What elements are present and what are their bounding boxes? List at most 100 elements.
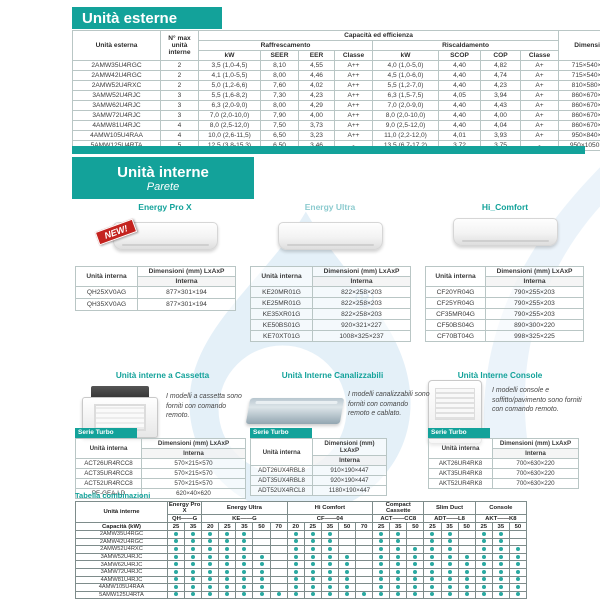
compatibility-dot	[310, 577, 315, 582]
indoor-unit-row: ADT35UX4RBL8 920×190×447	[250, 475, 387, 486]
combo-cell	[389, 537, 408, 547]
unit-model-cell: ADT52UX4RCL8	[250, 485, 313, 496]
compatibility-dot	[396, 577, 401, 582]
table-cell: 7,60	[260, 80, 299, 91]
combo-cell	[166, 530, 186, 539]
combo-group-name: Hi Comfort	[286, 501, 374, 515]
table-cell: 4,43	[480, 100, 521, 111]
combo-cell	[406, 530, 425, 539]
table-cell: 4AMW105U4RAA	[72, 130, 161, 141]
unit-dimensions-cell: 790×255×203	[485, 286, 584, 298]
table-cell: 2	[160, 70, 199, 81]
combo-cell	[303, 545, 322, 554]
compatibility-dot	[396, 569, 401, 574]
col-header-dimensions: Dimensioni	[558, 30, 600, 61]
compatibility-dot	[327, 531, 332, 536]
combo-cell	[389, 545, 408, 554]
compatibility-dot	[464, 562, 469, 567]
external-table-header: Unità esterna N° max unità interne Capac…	[72, 30, 600, 61]
unit-model-cell: KE20MR01G	[250, 286, 313, 298]
combo-cell	[252, 567, 271, 577]
combo-cell	[474, 552, 493, 562]
combo-group-code: KE——G	[201, 514, 288, 523]
combo-row: 4AMW81U4RJC	[75, 575, 528, 585]
combo-cell	[166, 545, 186, 554]
table-cell: 4,40	[438, 120, 481, 131]
compatibility-dot	[293, 569, 298, 574]
combo-group-name: Console	[474, 501, 528, 515]
combo-cell	[423, 575, 442, 585]
table-cell: 6,50	[260, 130, 299, 141]
compatibility-dot	[191, 539, 196, 544]
indoor-unit-row: KE25MR01G 822×258×203	[250, 297, 411, 309]
console-description: I modelli console e soffitto/pavimento s…	[492, 387, 582, 414]
combo-group-name: Energy Ultra	[201, 501, 288, 515]
unit-dimensions-cell: 920×190×447	[312, 475, 387, 486]
indoor-unit-row: CF25YR04G 790×255×203	[425, 297, 584, 309]
unit-dimensions-cell: 877×301×194	[137, 286, 236, 299]
console-vents	[435, 388, 475, 420]
compatibility-dot	[379, 554, 384, 559]
combo-cell	[235, 530, 254, 539]
compatibility-dot	[430, 546, 435, 551]
combo-cell	[286, 537, 305, 547]
combo-cell	[440, 530, 459, 539]
unit-dimensions-cell: 822×258×203	[312, 297, 411, 309]
combo-cell	[508, 537, 528, 547]
combo-cell	[508, 575, 528, 585]
serie-turbo-banner: Serie Turbo	[75, 428, 137, 438]
compatibility-dot	[447, 584, 452, 589]
combo-cell	[457, 575, 476, 585]
combo-cell	[286, 552, 305, 562]
compatibility-dot	[208, 546, 213, 551]
combo-cell	[508, 560, 528, 569]
console-table: Unità interna Dimensioni (mm) LxAxP Inte…	[428, 438, 579, 489]
col-header-unit: Unità interna	[250, 438, 313, 466]
compatibility-dot	[242, 584, 247, 589]
combo-cell	[286, 567, 305, 577]
compatibility-dot	[259, 577, 264, 582]
col-header-dims: Dimensioni (mm) LxAxP	[492, 438, 579, 449]
col-subheader-interna: Interna	[312, 455, 387, 466]
product-title-energy-ultra: Energy Ultra	[304, 202, 356, 212]
table-cell: 860×670×310	[558, 110, 600, 121]
compatibility-dot	[396, 562, 401, 567]
table-cell: 3	[160, 90, 199, 101]
compatibility-dot	[310, 569, 315, 574]
compatibility-dot	[208, 554, 213, 559]
unit-model-cell: CF25YR04G	[425, 297, 486, 309]
table-cell: 3	[160, 100, 199, 111]
unit-model-cell: AKT26UR4RK8	[428, 458, 493, 469]
unit-dimensions-cell: 822×258×203	[312, 286, 411, 298]
compatibility-dot	[242, 569, 247, 574]
table-cell: 4,55	[298, 60, 335, 71]
section-divider	[72, 146, 585, 154]
table-cell: 4,23	[298, 90, 335, 101]
combo-cell	[508, 545, 528, 554]
combo-cell	[218, 575, 237, 585]
combo-cell	[201, 560, 220, 569]
combo-size-label: 35	[184, 522, 203, 531]
combo-cell	[184, 590, 203, 600]
combo-cell	[303, 552, 322, 562]
combo-size-label: 25	[372, 522, 391, 531]
combo-group-name: Slim Duct	[423, 501, 476, 515]
compatibility-dot	[191, 531, 196, 536]
compatibility-dot	[191, 554, 196, 559]
combo-unit-name: 2AMW42U4RGC	[75, 537, 168, 547]
table-cell: 4	[160, 120, 199, 131]
combo-cell	[269, 560, 288, 569]
combo-cell	[235, 590, 254, 600]
combo-size-label: 25	[423, 522, 442, 531]
combinations-header: Unità interne Energy Pro X Energy Ultra Hi …	[75, 501, 528, 531]
external-unit-row: 4AMW81U4RJC 4 8,0 (2,5-12,0) 7,50 3,73 A++ 9,0…	[72, 120, 600, 131]
compatibility-dot	[225, 577, 230, 582]
combo-cell	[269, 583, 288, 592]
unit-dimensions-cell: 910×190×447	[312, 465, 387, 476]
combo-cell	[423, 530, 442, 539]
combo-cell	[184, 545, 203, 554]
combo-cell	[218, 590, 237, 600]
combo-size-row: Capacità (kW) 25 35 20 25 35 50 70 20 25 35 50 70 25 3…	[75, 522, 528, 531]
compatibility-dot	[259, 592, 264, 597]
table-cell: 9,0 (2,5-12,0)	[372, 120, 439, 131]
